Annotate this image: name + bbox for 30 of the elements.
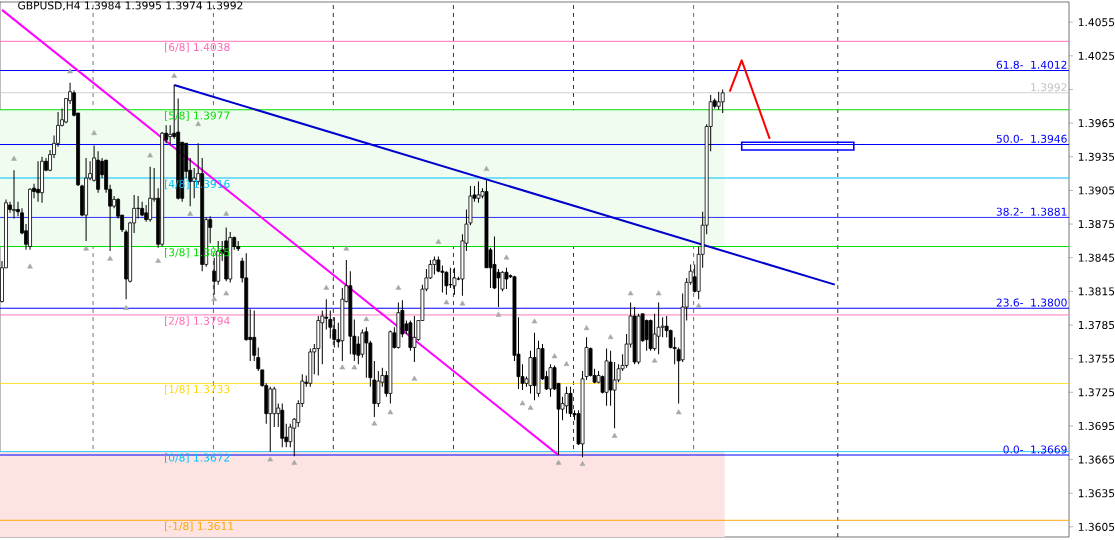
- ref-line-label: 1.3946: [1031, 134, 1067, 143]
- annotation: 50.0-: [996, 134, 1024, 143]
- y-tick-label: 1.4055: [1078, 18, 1115, 27]
- ref-line-label: 1.3992: [1031, 83, 1067, 92]
- y-tick-label: 1.3605: [1078, 522, 1115, 531]
- annotation: 38.2-: [996, 207, 1024, 216]
- annotation: 61.8-: [996, 60, 1024, 69]
- y-tick-label: 1.3875: [1078, 220, 1115, 229]
- ref-line-label: 1.4012: [1031, 60, 1067, 69]
- ref-line-label: 1.3800: [1031, 298, 1067, 307]
- y-tick-label: 1.3815: [1078, 287, 1115, 296]
- y-tick-label: 1.3635: [1078, 489, 1115, 498]
- y-tick-label: 1.3755: [1078, 354, 1115, 363]
- y-tick-label: 1.3665: [1078, 455, 1115, 464]
- annotation: [1/8] 1.3733: [165, 384, 230, 395]
- annotation: [0/8] 1.3672: [165, 453, 230, 463]
- annotation: [2/8] 1.3794: [165, 316, 230, 327]
- y-tick-label: 1.3695: [1078, 421, 1115, 430]
- y-tick-label: 1.3905: [1078, 186, 1115, 195]
- y-tick-label: 1.3785: [1078, 320, 1115, 330]
- y-tick-label: 1.3845: [1078, 253, 1115, 262]
- ref-line-label: 1.3881: [1031, 207, 1067, 216]
- y-tick-label: 1.4025: [1078, 51, 1115, 60]
- y-tick-label: 1.3965: [1078, 119, 1115, 128]
- chart-title: GBPUSD,H4 1.3984 1.3995 1.3974 1.3992: [18, 1, 243, 11]
- annotation: [6/8] 1.4038: [165, 42, 230, 53]
- annotation: 23.6-: [996, 298, 1024, 307]
- y-tick-label: 1.3935: [1078, 152, 1115, 161]
- annotation: [-1/8] 1.3611: [165, 521, 234, 532]
- y-tick-label: 1.3725: [1078, 388, 1115, 397]
